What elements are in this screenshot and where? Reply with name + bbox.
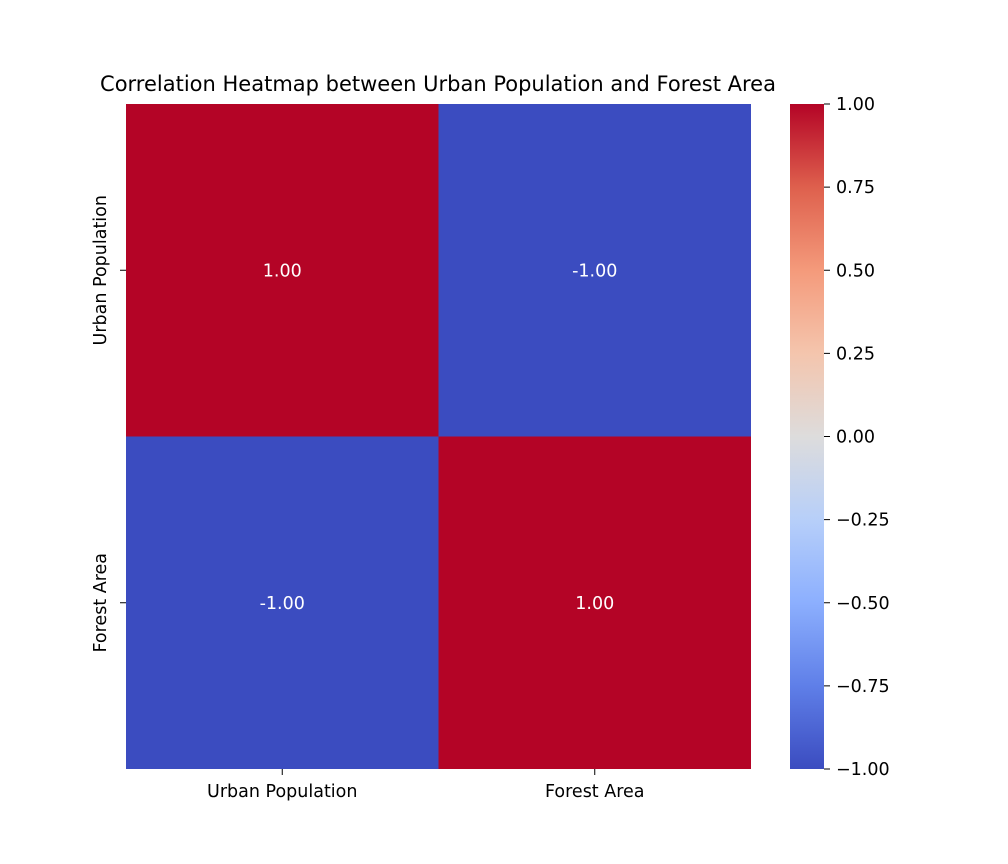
colorbar-tick-label: 0.00 [836,428,875,448]
x-tick-label: Urban Population [207,782,357,802]
y-tick-label: Urban Population [91,195,111,345]
heatmap-cells [126,104,751,769]
y-axis: Urban Population Forest Area [91,195,126,653]
heatmap-cell-label: 1.00 [263,261,302,281]
heatmap-cell [438,436,751,769]
heatmap-cell [126,104,439,437]
colorbar-ticks: 1.00 0.75 0.50 0.25 0.00 −0.25 −0.50 −0.75 −1.00 [824,95,890,780]
colorbar-tick-label: 0.25 [836,344,875,364]
colorbar-tick-label: −0.75 [836,677,890,697]
heatmap-cell-labels: 1.00 -1.00 -1.00 1.00 [260,261,618,614]
y-tick-label: Forest Area [91,553,111,653]
chart-title: Correlation Heatmap between Urban Popula… [100,72,776,96]
heatmap-cell-label: -1.00 [572,261,617,281]
colorbar-gradient [790,104,824,769]
heatmap-cell [438,104,751,437]
x-tick-label: Forest Area [545,782,645,802]
heatmap-cell-label: -1.00 [260,594,305,614]
colorbar-tick-label: 1.00 [836,95,875,115]
colorbar-tick-label: −1.00 [836,760,890,780]
colorbar-tick-label: 0.50 [836,261,875,281]
colorbar-tick-label: −0.25 [836,511,890,531]
colorbar-tick-label: 0.75 [836,178,875,198]
heatmap-cell-label: 1.00 [575,594,614,614]
colorbar-tick-label: −0.50 [836,594,890,614]
colorbar: 1.00 0.75 0.50 0.25 0.00 −0.25 −0.50 −0.75 −1.00 [790,95,890,780]
x-axis: Urban Population Forest Area [207,769,645,802]
heatmap-cell [126,436,439,769]
